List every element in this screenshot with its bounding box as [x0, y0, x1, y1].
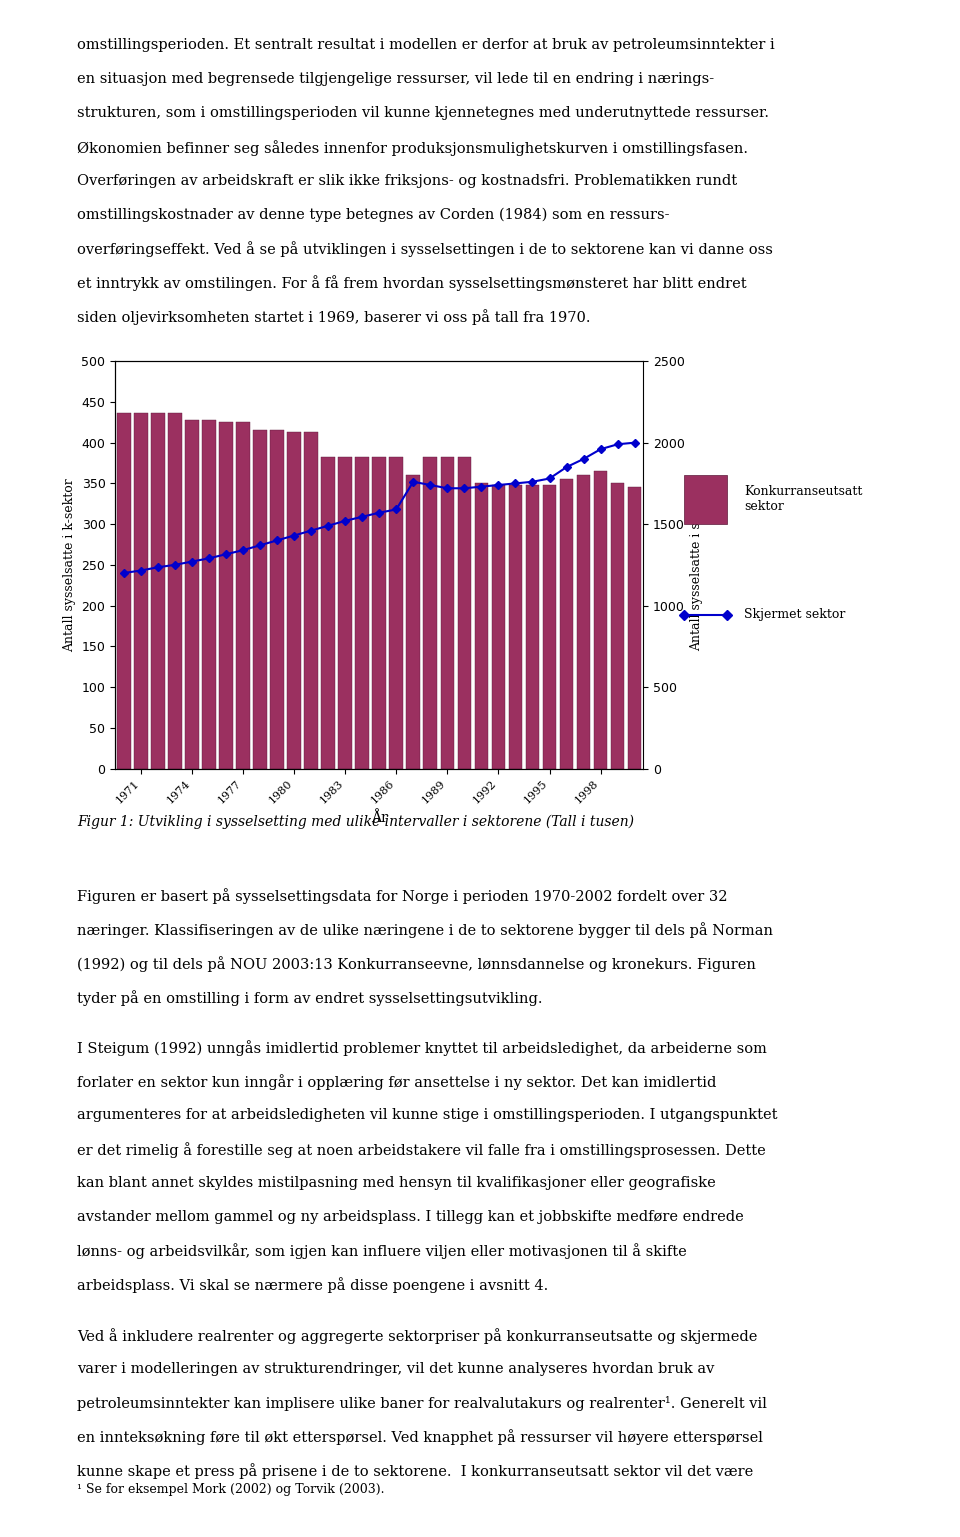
Bar [458, 456, 471, 768]
Text: kan blant annet skyldes mistilpasning med hensyn til kvalifikasjoner eller geogr: kan blant annet skyldes mistilpasning me… [77, 1176, 715, 1190]
Text: Skjermet sektor: Skjermet sektor [744, 609, 846, 621]
Text: er det rimelig å forestille seg at noen arbeidstakere vil falle fra i omstilling: er det rimelig å forestille seg at noen … [77, 1142, 765, 1157]
Y-axis label: Antall sysselsatte i s-sektor: Antall sysselsatte i s-sektor [690, 478, 704, 652]
Bar [372, 456, 386, 768]
Bar [492, 486, 505, 768]
Bar [406, 475, 420, 768]
Bar [611, 483, 624, 768]
Bar [355, 456, 369, 768]
Text: Ved å inkludere realrenter og aggregerte sektorpriser på konkurranseutsatte og s: Ved å inkludere realrenter og aggregerte… [77, 1328, 757, 1343]
Text: Figur 1: Utvikling i sysselsetting med ulike intervaller i sektorene (Tall i tus: Figur 1: Utvikling i sysselsetting med u… [77, 815, 634, 828]
Bar [474, 483, 489, 768]
Text: tyder på en omstilling i form av endret sysselsettingsutvikling.: tyder på en omstilling i form av endret … [77, 990, 542, 1005]
Text: en situasjon med begrensede tilgjengelige ressurser, vil lede til en endring i n: en situasjon med begrensede tilgjengelig… [77, 72, 714, 86]
Text: omstillingskostnader av denne type betegnes av Corden (1984) som en ressurs-: omstillingskostnader av denne type beteg… [77, 207, 669, 221]
Text: et inntrykk av omstilingen. For å få frem hvordan sysselsettingsmønsteret har bl: et inntrykk av omstilingen. For å få fre… [77, 275, 747, 290]
Text: overføringseffekt. Ved å se på utviklingen i sysselsettingen i de to sektorene k: overføringseffekt. Ved å se på utvikling… [77, 241, 773, 257]
Y-axis label: Antall sysselsatte i k-sektor: Antall sysselsatte i k-sektor [63, 478, 76, 652]
Text: kunne skape et press på prisene i de to sektorene.  I konkurranseutsatt sektor v: kunne skape et press på prisene i de to … [77, 1463, 753, 1479]
Bar [577, 475, 590, 768]
Text: varer i modelleringen av strukturendringer, vil det kunne analyseres hvordan bru: varer i modelleringen av strukturendring… [77, 1362, 714, 1376]
Text: (1992) og til dels på NOU 2003:13 Konkurranseevne, lønnsdannelse og kronekurs. F: (1992) og til dels på NOU 2003:13 Konkur… [77, 956, 756, 971]
Bar [594, 472, 608, 768]
Bar [185, 420, 199, 768]
Bar [202, 420, 216, 768]
Bar [236, 423, 250, 768]
Text: en innteksøkning føre til økt etterspørsel. Ved knapphet på ressurser vil høyere: en innteksøkning føre til økt etterspørs… [77, 1429, 762, 1445]
FancyBboxPatch shape [684, 475, 728, 524]
Bar [560, 480, 573, 768]
Bar [151, 412, 164, 768]
Text: næringer. Klassifiseringen av de ulike næringene i de to sektorene bygger til de: næringer. Klassifiseringen av de ulike n… [77, 922, 773, 938]
Bar [542, 486, 557, 768]
Bar [441, 456, 454, 768]
Bar [219, 423, 232, 768]
Bar [304, 432, 318, 768]
Bar [628, 487, 641, 768]
Text: avstander mellom gammel og ny arbeidsplass. I tillegg kan et jobbskifte medføre : avstander mellom gammel og ny arbeidspla… [77, 1210, 744, 1223]
Bar [134, 412, 148, 768]
Bar [168, 412, 181, 768]
Text: strukturen, som i omstillingsperioden vil kunne kjennetegnes med underutnyttede : strukturen, som i omstillingsperioden vi… [77, 106, 769, 120]
Text: lønns- og arbeidsvilkår, som igjen kan influere viljen eller motivasjonen til å : lønns- og arbeidsvilkår, som igjen kan i… [77, 1243, 686, 1259]
Bar [338, 456, 352, 768]
Text: arbeidsplass. Vi skal se nærmere på disse poengene i avsnitt 4.: arbeidsplass. Vi skal se nærmere på diss… [77, 1277, 548, 1293]
Text: Figuren er basert på sysselsettingsdata for Norge i perioden 1970-2002 fordelt o: Figuren er basert på sysselsettingsdata … [77, 888, 728, 904]
Bar [390, 456, 403, 768]
Text: Økonomien befinner seg således innenfor produksjonsmulighetskurven i omstillings: Økonomien befinner seg således innenfor … [77, 140, 748, 155]
Bar [322, 456, 335, 768]
Bar [117, 412, 131, 768]
Text: omstillingsperioden. Et sentralt resultat i modellen er derfor at bruk av petrol: omstillingsperioden. Et sentralt resulta… [77, 38, 775, 52]
Text: argumenteres for at arbeidsledigheten vil kunne stige i omstillingsperioden. I u: argumenteres for at arbeidsledigheten vi… [77, 1108, 778, 1122]
Bar [526, 486, 540, 768]
Bar [423, 456, 437, 768]
Text: I Steigum (1992) unngås imidlertid problemer knyttet til arbeidsledighet, da arb: I Steigum (1992) unngås imidlertid probl… [77, 1041, 767, 1056]
Text: Overføringen av arbeidskraft er slik ikke friksjons- og kostnadsfri. Problematik: Overføringen av arbeidskraft er slik ikk… [77, 174, 737, 188]
Bar [253, 430, 267, 768]
Text: forlater en sektor kun inngår i opplæring før ansettelse i ny sektor. Det kan im: forlater en sektor kun inngår i opplærin… [77, 1074, 716, 1090]
Text: petroleumsinntekter kan implisere ulike baner for realvalutakurs og realrenter¹.: petroleumsinntekter kan implisere ulike … [77, 1396, 767, 1411]
Text: ¹ Se for eksempel Mork (2002) og Torvik (2003).: ¹ Se for eksempel Mork (2002) og Torvik … [77, 1483, 384, 1496]
Text: Konkurranseutsatt
sektor: Konkurranseutsatt sektor [744, 486, 862, 513]
X-axis label: År: År [371, 812, 388, 825]
Bar [509, 486, 522, 768]
Bar [287, 432, 300, 768]
Text: siden oljevirksomheten startet i 1969, baserer vi oss på tall fra 1970.: siden oljevirksomheten startet i 1969, b… [77, 309, 590, 324]
Bar [270, 430, 284, 768]
